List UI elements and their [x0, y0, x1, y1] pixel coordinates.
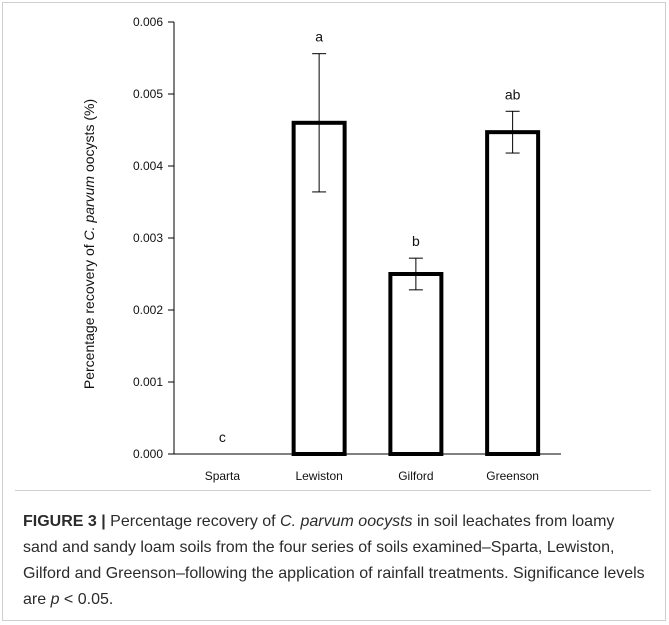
error-bars: [312, 53, 520, 291]
y-axis-label-prefix: Percentage recovery of: [81, 240, 97, 389]
bar-gilford: [388, 272, 444, 456]
y-ticks: 0.000 0.001 0.002 0.003 0.004 0.005 0.006: [133, 15, 174, 461]
caption-italic-1: C. parvum oocysts: [280, 513, 413, 530]
x-tick-label: Lewiston: [295, 469, 342, 483]
figure-caption: FIGURE 3 | Percentage recovery of C. par…: [23, 509, 651, 613]
y-tick-label: 0.006: [133, 15, 163, 29]
significance-letter: ab: [505, 86, 521, 102]
y-axis-label: Percentage recovery of C. parvum oocysts…: [81, 99, 97, 389]
y-tick-label: 0.005: [133, 87, 163, 101]
y-tick-label: 0.003: [133, 231, 163, 245]
y-axis-label-suffix: oocysts (%): [81, 99, 97, 176]
x-tick-label: Sparta: [205, 469, 241, 483]
figure-label: FIGURE 3: [23, 513, 97, 530]
y-tick-label: 0.000: [133, 447, 163, 461]
bars: [291, 120, 541, 457]
y-tick-label: 0.002: [133, 303, 163, 317]
figure-caption-box: FIGURE 3 | Percentage recovery of C. par…: [15, 490, 651, 608]
caption-text-1: Percentage recovery of: [105, 513, 281, 530]
bar-greenson: [485, 130, 541, 456]
significance-letter: a: [315, 29, 323, 45]
y-axis-label-italic: C. parvum: [81, 176, 97, 241]
caption-separator: |: [101, 513, 106, 530]
x-tick-labels: Sparta Lewiston Gilford Greenson: [205, 469, 539, 483]
x-tick-label: Greenson: [486, 469, 539, 483]
caption-text-3: < 0.05.: [59, 591, 114, 608]
significance-letter: b: [412, 233, 420, 249]
significance-letter: c: [219, 429, 226, 445]
y-tick-label: 0.001: [133, 375, 163, 389]
x-tick-label: Gilford: [398, 469, 433, 483]
caption-italic-2: p: [50, 591, 60, 608]
y-tick-label: 0.004: [133, 159, 163, 173]
caption-text-2: in soil leachates from loamy sand and sa…: [23, 513, 645, 608]
